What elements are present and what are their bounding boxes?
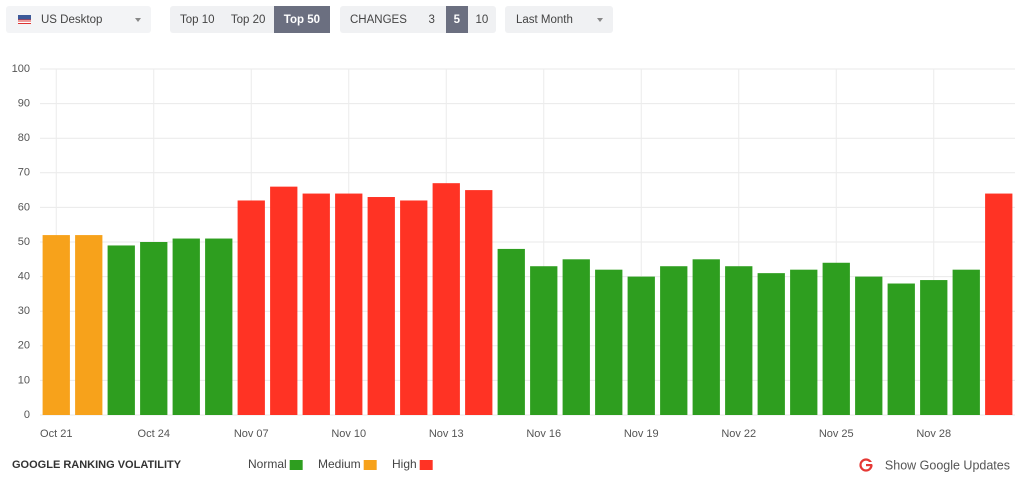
x-tick-label: Nov 22	[721, 428, 756, 440]
bar	[562, 259, 590, 415]
bar	[595, 269, 623, 415]
bar	[985, 193, 1013, 415]
changes-label: CHANGES	[350, 13, 407, 26]
x-tick-label: Nov 19	[624, 428, 659, 440]
y-tick-label: 40	[18, 271, 30, 283]
g-icon-gap	[865, 462, 873, 465]
device-label: US Desktop	[41, 13, 103, 26]
bar	[140, 242, 168, 415]
legend-label: Medium	[318, 457, 361, 471]
show-updates-link[interactable]: Show Google Updates	[885, 458, 1010, 472]
x-tick-label: Oct 21	[40, 428, 72, 440]
bar	[42, 235, 70, 415]
period-label: Last Month	[516, 13, 573, 26]
bar	[107, 245, 135, 415]
bar	[237, 200, 265, 415]
bar	[920, 280, 948, 415]
device-select[interactable]: US Desktop	[6, 6, 151, 33]
x-tick-label: Nov 10	[331, 428, 366, 440]
y-tick-label: 30	[18, 305, 30, 317]
chart-title: GOOGLE RANKING VOLATILITY	[12, 459, 182, 471]
legend-swatch	[363, 460, 377, 470]
bar	[855, 276, 883, 415]
y-tick-label: 50	[18, 236, 30, 248]
changes-option[interactable]: 3	[428, 13, 435, 26]
x-tick-label: Oct 24	[138, 428, 170, 440]
x-tick-label: Nov 07	[234, 428, 269, 440]
bar	[432, 183, 460, 415]
legend-label: Normal	[248, 457, 287, 471]
g-icon-bar	[866, 464, 872, 467]
legend-label: High	[392, 457, 417, 471]
changes-option[interactable]: 10	[475, 13, 489, 26]
bar	[205, 238, 233, 415]
bar	[725, 266, 753, 415]
changes-option[interactable]: 5	[445, 6, 468, 33]
caret	[597, 18, 603, 22]
bar	[172, 238, 200, 415]
bar	[367, 197, 395, 415]
x-tick-label: Nov 16	[526, 428, 561, 440]
legend-swatch	[289, 460, 303, 470]
bar	[270, 186, 298, 415]
period-select[interactable]: Last Month	[505, 6, 613, 33]
bar	[400, 200, 428, 415]
bar	[335, 193, 363, 415]
x-tick-label: Nov 28	[916, 428, 951, 440]
bar	[790, 269, 818, 415]
bar	[887, 283, 915, 415]
top-option[interactable]: Top 10	[180, 13, 215, 26]
bar	[302, 193, 330, 415]
x-tick-label: Nov 25	[819, 428, 854, 440]
bar	[75, 235, 103, 415]
changes-selector: CHANGES 3 5 10	[340, 6, 496, 33]
y-tick-label: 100	[12, 63, 30, 75]
y-tick-label: 70	[18, 167, 30, 179]
y-tick-label: 10	[18, 374, 30, 386]
bar	[952, 269, 980, 415]
bar	[660, 266, 688, 415]
flag-icon	[18, 15, 31, 24]
y-tick-label: 80	[18, 132, 30, 144]
bar	[497, 248, 525, 415]
bar	[627, 276, 655, 415]
bar	[465, 190, 493, 415]
legend-swatch	[419, 460, 433, 470]
y-tick-label: 0	[24, 409, 30, 421]
bar	[692, 259, 720, 415]
caret	[135, 18, 141, 22]
top-option[interactable]: Top 20	[230, 13, 266, 26]
y-tick-label: 60	[18, 201, 30, 213]
y-tick-label: 90	[18, 98, 30, 110]
bar	[822, 262, 850, 415]
bar	[530, 266, 558, 415]
google-icon[interactable]	[859, 458, 874, 472]
x-tick-label: Nov 13	[429, 428, 464, 440]
top-option[interactable]: Top 50	[273, 6, 330, 33]
bar	[757, 273, 785, 415]
y-tick-label: 20	[18, 340, 30, 352]
top-selector: Top 10 Top 20 Top 50	[170, 6, 330, 33]
